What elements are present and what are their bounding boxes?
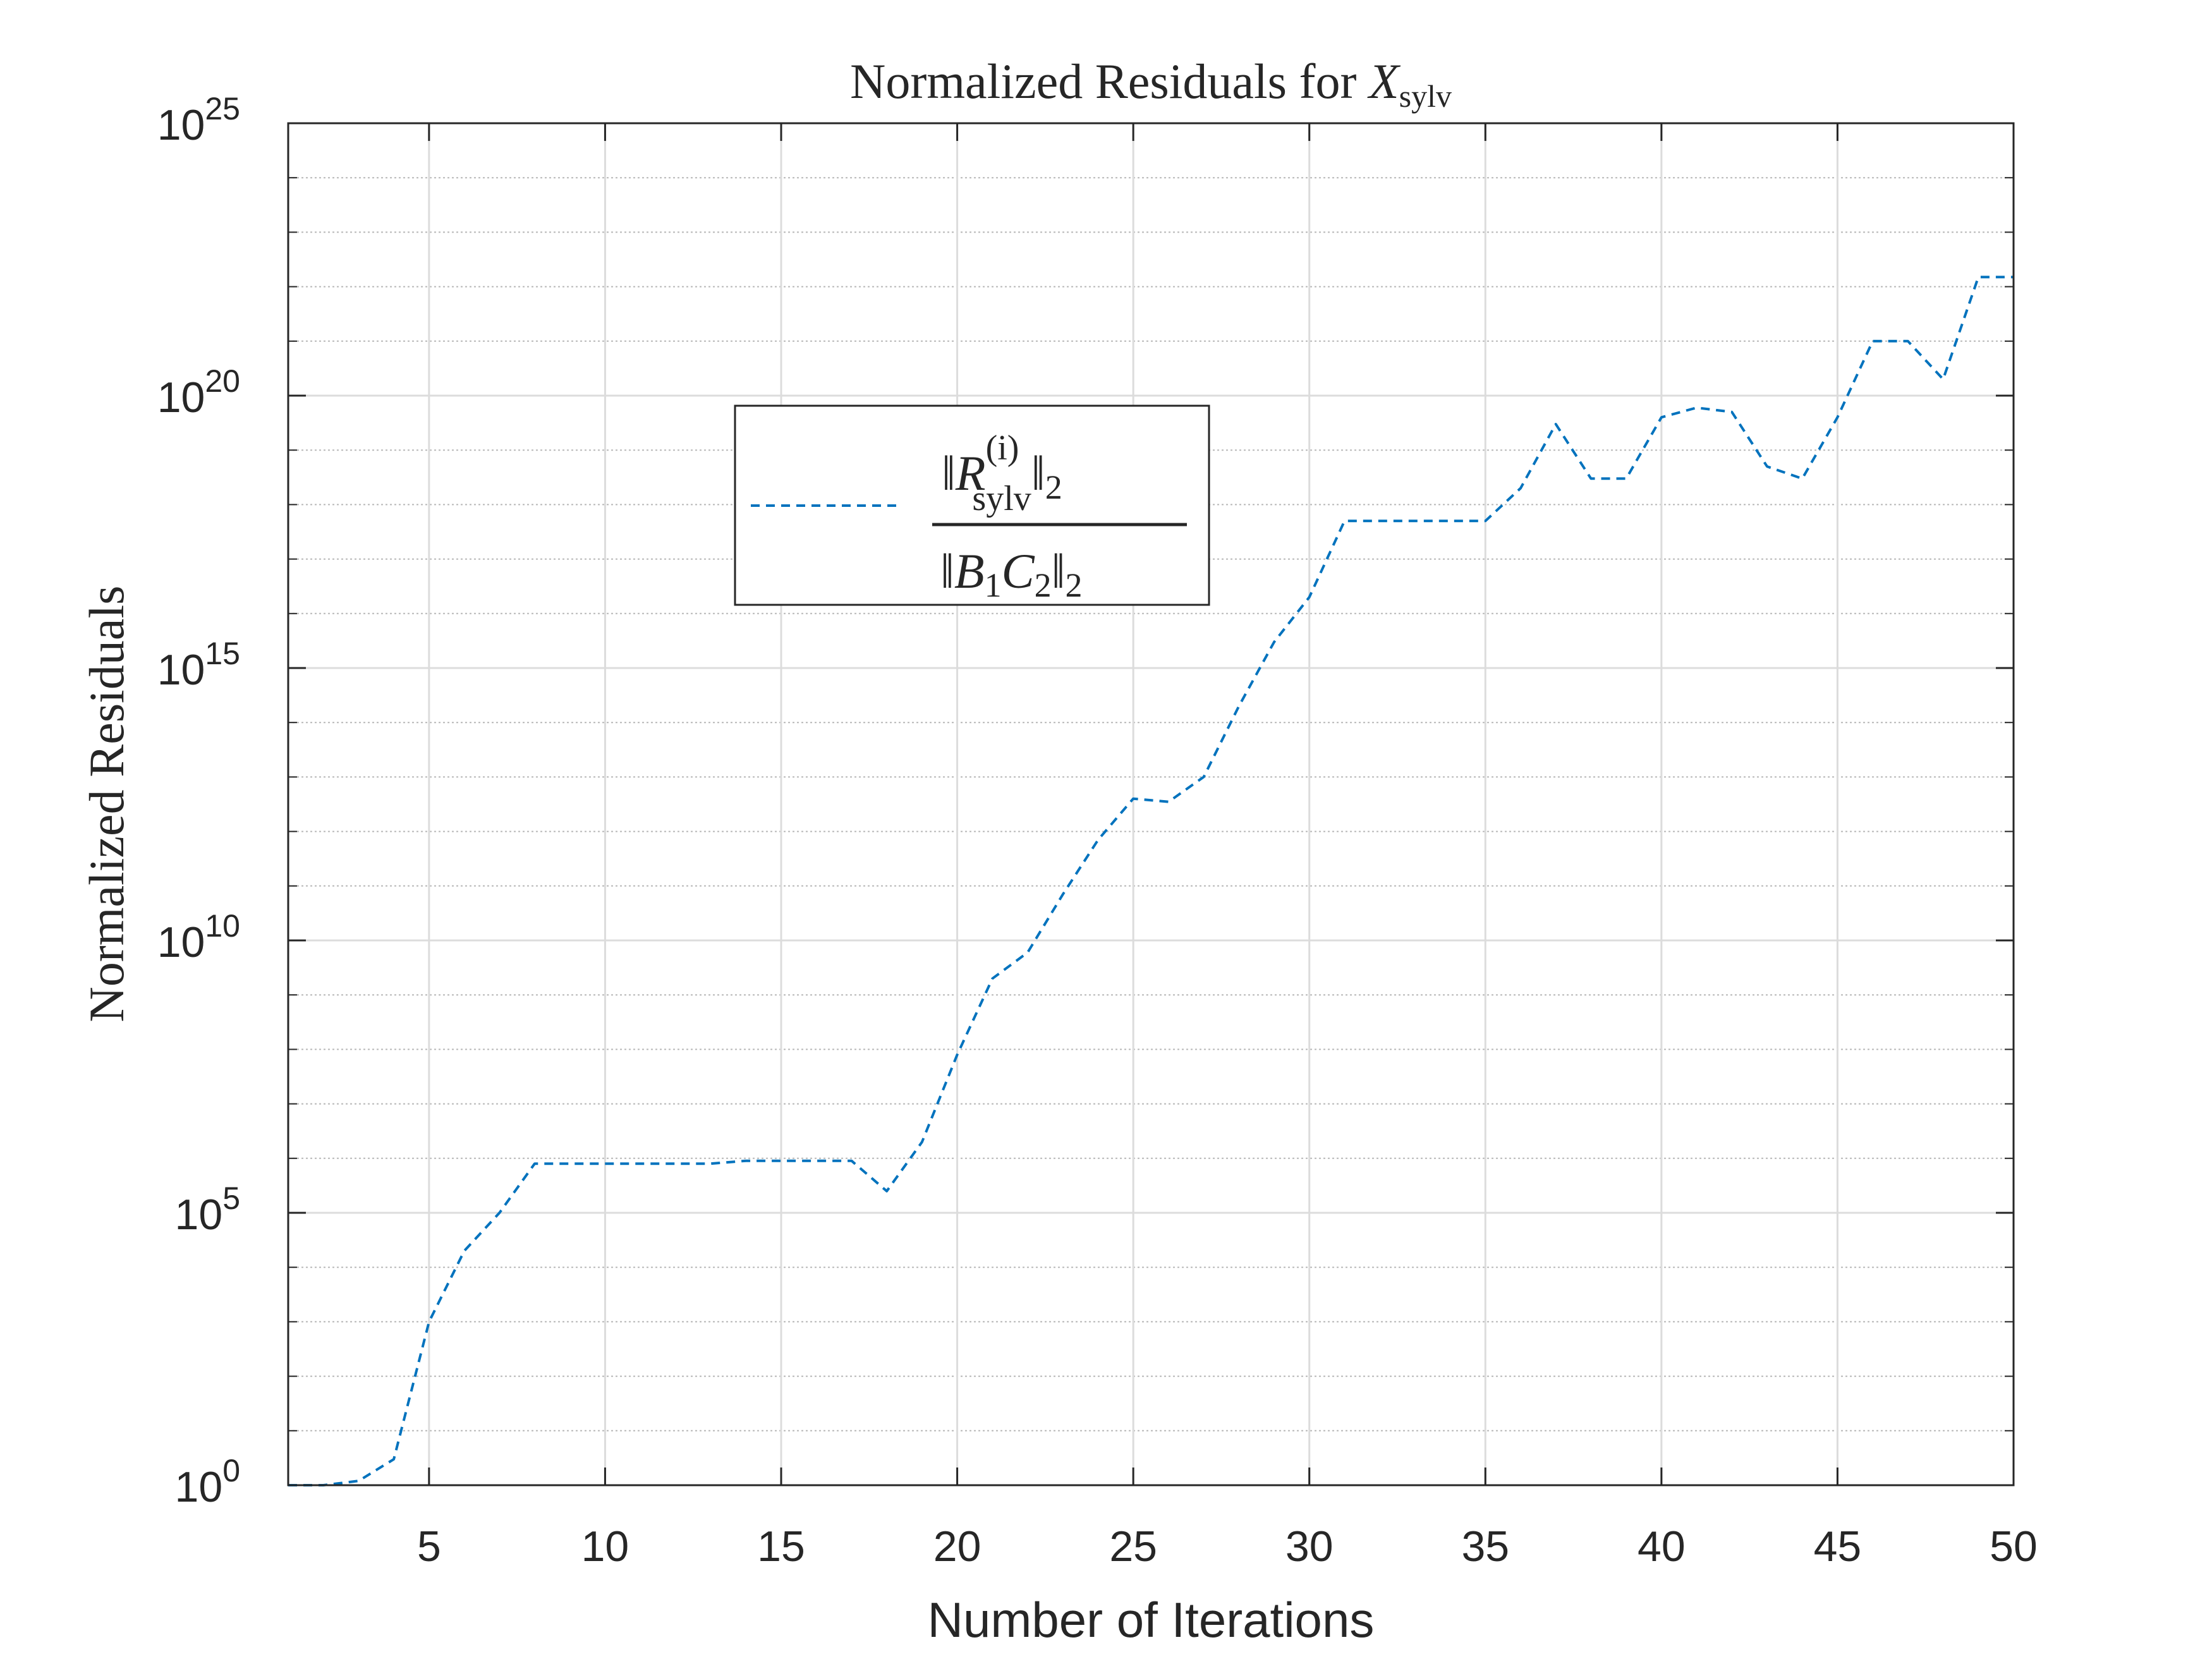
y-tick-label-base: 10 [157, 374, 205, 422]
y-tick-label-base: 10 [157, 646, 205, 694]
x-tick-label: 45 [1814, 1522, 1862, 1571]
x-axis-label: Number of Iterations [928, 1592, 1375, 1648]
y-tick-label-exponent: 25 [205, 91, 240, 126]
y-tick-label-exponent: 20 [205, 363, 240, 399]
plot-background [288, 123, 2014, 1485]
y-tick-label-exponent: 15 [205, 636, 240, 671]
chart-title-subscript: sylv [1399, 78, 1452, 114]
y-tick-label-base: 10 [157, 918, 205, 966]
series-line [288, 276, 2014, 1486]
legend-numerator: ‖R(i) sylv‖2 [942, 428, 1062, 518]
legend-num-bar-right: ‖ [1031, 446, 1045, 501]
legend-denominator: ‖B1C2‖2 [940, 544, 1083, 604]
legend-num-norm: 2 [1045, 468, 1062, 506]
x-tick-label: 30 [1285, 1522, 1334, 1571]
y-tick-label-base: 10 [157, 101, 205, 149]
chart-title-symbol: X [1367, 54, 1401, 109]
chart-title: Normalized Residuals for Xsylv [850, 54, 1452, 114]
x-tick-label: 10 [581, 1522, 629, 1571]
x-tick-label: 15 [757, 1522, 805, 1571]
legend-num-symbol: R [955, 446, 986, 501]
legend-den-c-sub: 2 [1035, 566, 1052, 604]
plot-frame [287, 122, 2015, 1486]
legend-den-b-sub: 1 [985, 566, 1002, 604]
y-tick-label-base: 10 [175, 1463, 223, 1511]
legend-den-bar-left: ‖ [940, 544, 954, 599]
y-tick-label: 1020 [157, 363, 240, 422]
x-tick-labels: 5 10 15 20 25 30 35 40 45 50 [417, 1522, 2038, 1571]
legend-num-superscript: (i) [986, 428, 1019, 468]
legend-den-c: C [1002, 544, 1035, 599]
y-tick-label-exponent: 10 [205, 908, 240, 944]
x-tick-label: 25 [1109, 1522, 1157, 1571]
legend-den-bar-right: ‖ [1052, 544, 1066, 599]
y-tick-label-exponent: 5 [222, 1181, 240, 1216]
y-tick-label: 100 [175, 1453, 240, 1511]
y-tick-label: 1010 [157, 908, 240, 966]
data-series [288, 276, 2014, 1486]
legend-den-norm: 2 [1066, 566, 1083, 604]
x-tick-label: 40 [1638, 1522, 1686, 1571]
x-tick-label: 50 [1990, 1522, 2038, 1571]
x-tick-label: 35 [1461, 1522, 1509, 1571]
y-tick-label-base: 10 [175, 1191, 223, 1239]
y-tick-label-exponent: 0 [222, 1453, 240, 1488]
y-tick-label: 1015 [157, 636, 240, 694]
y-axis-label: Normalized Residuals [79, 586, 134, 1023]
legend-num-bar-left: ‖ [942, 446, 956, 501]
chart-title-text: Normalized Residuals for [850, 54, 1369, 109]
legend-num-subscript: sylv [972, 479, 1031, 518]
x-tick-label: 20 [933, 1522, 981, 1571]
y-tick-label: 105 [175, 1181, 240, 1239]
legend-den-b: B [954, 544, 985, 599]
x-tick-label: 5 [417, 1522, 441, 1571]
y-tick-label: 1025 [157, 91, 240, 149]
legend: ‖R(i) sylv‖2 ‖B1C2‖2 [734, 404, 1210, 606]
